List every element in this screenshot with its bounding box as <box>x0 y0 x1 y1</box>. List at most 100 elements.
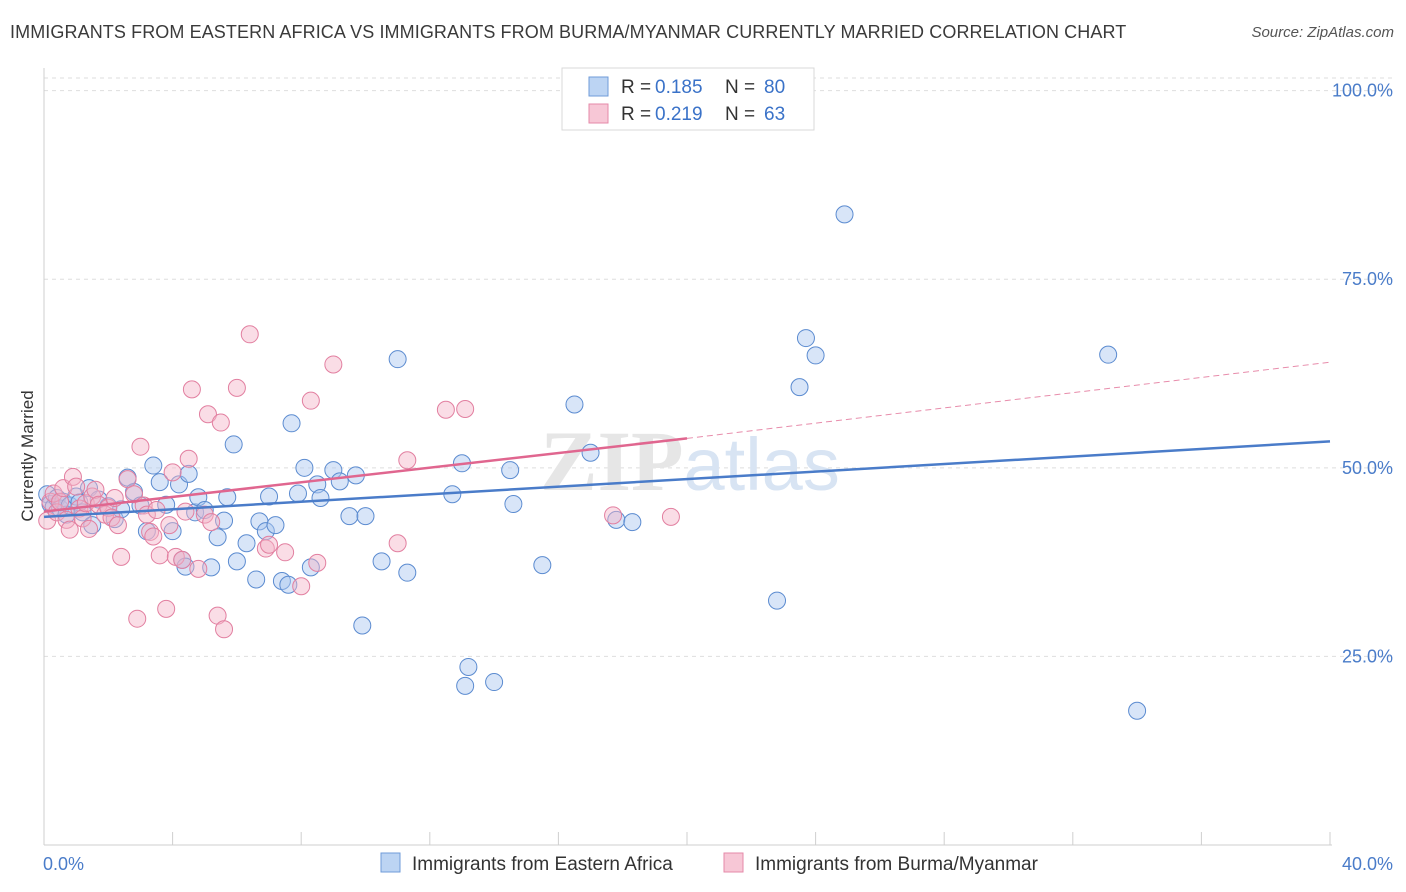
point-eastern-africa <box>504 495 523 514</box>
trend-lines <box>43 361 1331 519</box>
point-eastern-africa <box>144 456 163 475</box>
point-burma-myanmar <box>173 550 192 569</box>
y-axis-label: Currently Married <box>18 390 37 521</box>
point-eastern-africa <box>372 552 391 571</box>
point-burma-myanmar <box>276 543 295 562</box>
point-eastern-africa <box>311 488 330 507</box>
point-eastern-africa <box>215 511 234 530</box>
trend-line-0 <box>43 440 1331 519</box>
point-burma-myanmar <box>211 413 230 432</box>
point-burma-myanmar <box>398 451 417 470</box>
point-burma-myanmar <box>456 399 475 418</box>
point-eastern-africa <box>835 205 854 224</box>
point-eastern-africa <box>796 329 815 348</box>
point-eastern-africa <box>388 350 407 369</box>
y-tick-label: 50.0% <box>1342 458 1393 478</box>
source-label: Source: ZipAtlas.com <box>1251 24 1394 41</box>
x-tick-marks <box>43 832 1331 845</box>
point-burma-myanmar <box>108 516 127 535</box>
point-burma-myanmar <box>182 380 201 399</box>
point-burma-myanmar <box>60 520 79 539</box>
point-eastern-africa <box>288 484 307 503</box>
point-eastern-africa <box>150 473 169 492</box>
x-tick-label-max: 40.0% <box>1342 854 1393 874</box>
y-tick-label: 100.0% <box>1332 81 1393 101</box>
point-burma-myanmar <box>67 477 86 496</box>
watermark: ZIPatlas <box>540 413 840 509</box>
trend-line-dashed-1 <box>686 361 1331 439</box>
point-eastern-africa <box>790 378 809 397</box>
point-burma-myanmar <box>63 467 82 486</box>
legend-n-value-0: 80 <box>764 77 785 98</box>
point-eastern-africa <box>208 528 227 547</box>
point-burma-myanmar <box>176 502 195 521</box>
axes <box>43 68 1332 846</box>
point-eastern-africa <box>501 461 520 480</box>
legend-n-value-1: 63 <box>764 104 785 125</box>
point-eastern-africa <box>301 558 320 577</box>
y-tick-label: 75.0% <box>1342 269 1393 289</box>
point-burma-myanmar <box>144 527 163 546</box>
point-burma-myanmar <box>227 378 246 397</box>
point-burma-myanmar <box>157 599 176 618</box>
legend-r-label-0: R = <box>621 77 651 98</box>
legend-r-label-1: R = <box>621 104 651 125</box>
point-eastern-africa <box>356 507 375 526</box>
point-burma-myanmar <box>112 547 131 566</box>
legend-box: R = 0.185 N = 80 R = 0.219 N = 63 <box>561 67 815 131</box>
point-eastern-africa <box>330 472 349 491</box>
point-burma-myanmar <box>292 577 311 596</box>
point-burma-myanmar <box>301 391 320 410</box>
watermark-atlas: atlas <box>684 423 840 506</box>
legend-r-value-1: 0.219 <box>655 104 703 125</box>
point-eastern-africa <box>533 556 552 575</box>
point-burma-myanmar <box>661 507 680 526</box>
legend-n-label-1: N = <box>725 104 755 125</box>
point-burma-myanmar <box>324 355 343 374</box>
grid-lines <box>44 77 1392 657</box>
watermark-zip: ZIP <box>540 413 683 509</box>
series-eastern-africa <box>38 205 1147 720</box>
point-burma-myanmar <box>118 470 137 489</box>
point-eastern-africa <box>224 435 243 454</box>
point-burma-myanmar <box>86 480 105 499</box>
point-burma-myanmar <box>436 400 455 419</box>
point-eastern-africa <box>806 346 825 365</box>
point-eastern-africa <box>581 443 600 462</box>
x-tick-label-min: 0.0% <box>43 854 84 874</box>
legend-r-value-0: 0.185 <box>655 77 703 98</box>
point-eastern-africa <box>768 591 787 610</box>
point-eastern-africa <box>456 676 475 695</box>
point-eastern-africa <box>565 395 584 414</box>
point-eastern-africa <box>260 487 279 506</box>
point-eastern-africa <box>247 570 266 589</box>
point-burma-myanmar <box>202 513 221 532</box>
point-eastern-africa <box>623 513 642 532</box>
point-burma-myanmar <box>260 535 279 554</box>
point-eastern-africa <box>485 673 504 692</box>
point-burma-myanmar <box>128 609 147 628</box>
point-burma-myanmar <box>150 546 169 565</box>
bottom-legend-swatch-blue <box>380 852 401 873</box>
point-eastern-africa <box>282 414 301 433</box>
point-burma-myanmar <box>198 405 217 424</box>
point-eastern-africa <box>266 516 285 535</box>
y-tick-labels: 25.0% 50.0% 75.0% 100.0% <box>1332 81 1393 667</box>
point-burma-myanmar <box>604 506 623 525</box>
point-eastern-africa <box>279 575 298 594</box>
point-burma-myanmar <box>160 516 179 535</box>
point-eastern-africa <box>340 507 359 526</box>
point-burma-myanmar <box>189 559 208 578</box>
point-burma-myanmar <box>240 325 259 344</box>
point-eastern-africa <box>179 464 198 483</box>
y-tick-label: 25.0% <box>1342 646 1393 666</box>
point-eastern-africa <box>1128 701 1147 720</box>
legend-swatch-pink <box>588 103 609 124</box>
point-burma-myanmar <box>131 437 150 456</box>
bottom-legend-swatch-pink <box>723 852 744 873</box>
bottom-legend-label-0: Immigrants from Eastern Africa <box>412 854 673 875</box>
point-burma-myanmar <box>308 553 327 572</box>
chart-title: IMMIGRANTS FROM EASTERN AFRICA VS IMMIGR… <box>10 22 1127 42</box>
legend-swatch-blue <box>588 76 609 97</box>
point-eastern-africa <box>459 657 478 676</box>
